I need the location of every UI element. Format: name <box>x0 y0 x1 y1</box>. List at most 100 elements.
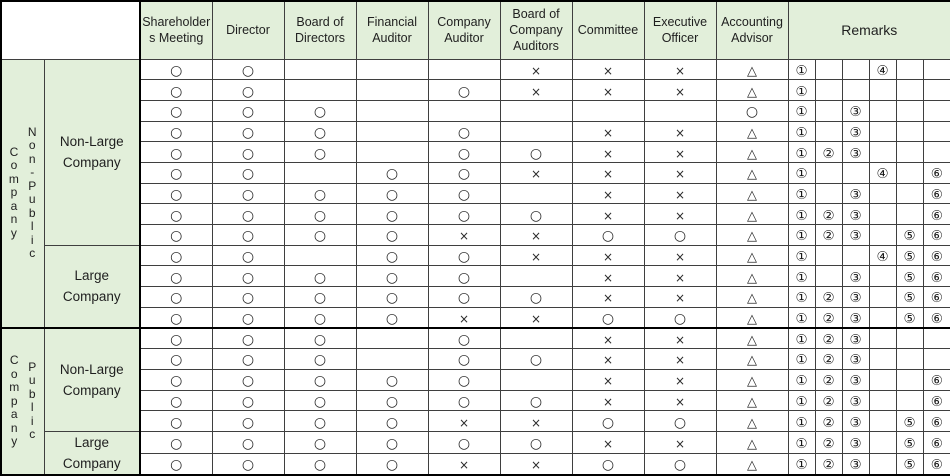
remark-number: ⑤ <box>903 435 916 452</box>
cell-remark-3: ③ <box>841 348 870 370</box>
remark-number: ③ <box>849 310 862 327</box>
symbol-circle: ○ <box>385 310 399 327</box>
symbol-circle: ○ <box>170 104 183 121</box>
cell-director: ○ <box>211 326 285 350</box>
symbol-circle: ○ <box>241 207 255 224</box>
cell-financial-auditor <box>355 348 429 370</box>
cell-company-auditor: ○ <box>427 120 501 143</box>
cell-board-of-directors: ○ <box>283 203 357 225</box>
column-header-board-of-directors: Board of Directors <box>283 0 357 60</box>
remark-number: ⑤ <box>903 269 916 286</box>
cell-remark-3 <box>841 58 870 81</box>
cell-remark-2 <box>814 58 843 81</box>
cell-remark-5 <box>895 99 924 122</box>
remark-number: ① <box>795 228 808 245</box>
cell-remark-5 <box>895 182 924 205</box>
remark-number: ② <box>822 145 835 162</box>
cell-shareholders-meeting: ○ <box>139 182 213 205</box>
cell-executive-officer <box>643 99 717 122</box>
cell-shareholders-meeting: ○ <box>139 161 213 184</box>
cell-shareholders-meeting: ○ <box>139 224 213 246</box>
table-row: ○ ○ ○ ○ ○ ○ × × △ ① ② ③ ⑥ <box>1 389 950 412</box>
cell-board-of-directors: ○ <box>283 120 357 143</box>
cell-remark-4 <box>868 306 897 329</box>
cell-remark-1: ① <box>787 306 816 329</box>
cell-committee: × <box>571 265 645 288</box>
cell-remark-1: ① <box>787 265 816 288</box>
cell-remark-4 <box>868 410 897 432</box>
cell-accounting-advisor: △ <box>715 389 789 412</box>
cell-financial-auditor: ○ <box>355 368 429 391</box>
cell-board-of-company-auditors: ○ <box>499 286 573 308</box>
cell-committee: × <box>571 141 645 163</box>
symbol-cross: × <box>530 167 542 182</box>
cell-remark-1: ① <box>787 326 816 350</box>
cell-shareholders-meeting: ○ <box>139 452 213 476</box>
cell-accounting-advisor: △ <box>715 348 789 370</box>
table-row: ○ ○ ○ ○ × × ○ ○ △ ① ② ③ ⑤ ⑥ <box>1 306 950 329</box>
symbol-cross: × <box>602 394 614 409</box>
symbol-circle: ○ <box>170 373 183 390</box>
symbol-circle: ○ <box>385 269 399 286</box>
remark-number: ① <box>795 62 808 79</box>
table-row: C o m p a n y N o n - P u b l i c Non-Larg… <box>0 58 950 329</box>
remark-number: ⑤ <box>903 290 916 307</box>
vertical-label: N o n - P u b l i c <box>27 124 37 261</box>
symbol-circle: ○ <box>170 228 183 245</box>
remark-number: ② <box>822 207 835 224</box>
cell-shareholders-meeting: ○ <box>139 410 213 432</box>
cell-remark-5: ⑤ <box>895 452 924 476</box>
cell-shareholders-meeting: ○ <box>139 141 213 163</box>
cell-remark-3: ③ <box>841 306 870 329</box>
symbol-triangle: △ <box>747 353 757 369</box>
symbol-cross: × <box>674 270 686 285</box>
cell-remark-3: ③ <box>841 326 870 350</box>
cell-board-of-directors: ○ <box>283 326 357 350</box>
cell-director: ○ <box>211 306 285 329</box>
symbol-circle: ○ <box>385 166 399 183</box>
cell-committee: × <box>571 286 645 308</box>
symbol-circle: ○ <box>673 228 687 245</box>
cell-remark-4 <box>868 265 897 288</box>
cell-accounting-advisor: ○ <box>715 99 789 122</box>
symbol-circle: ○ <box>170 352 183 369</box>
cell-board-of-company-auditors: × <box>499 244 573 267</box>
cell-committee: ○ <box>571 224 645 246</box>
cell-committee: × <box>571 326 645 350</box>
cell-remark-5 <box>895 203 924 225</box>
symbol-circle: ○ <box>170 249 183 266</box>
cell-remark-4 <box>868 368 897 391</box>
symbol-circle: ○ <box>457 145 471 162</box>
cell-remark-4 <box>868 286 897 308</box>
cell-remark-4 <box>868 203 897 225</box>
cell-remark-3: ③ <box>841 99 870 122</box>
remark-number: ⑤ <box>903 310 916 327</box>
cell-committee: × <box>571 203 645 225</box>
cell-remark-1: ① <box>787 286 816 308</box>
remark-number: ⑤ <box>903 249 916 266</box>
remark-number: ① <box>795 457 808 474</box>
table-row: ○ ○ ○ ○ × × ○ ○ △ ① ② ③ ⑤ ⑥ <box>1 410 950 432</box>
cell-board-of-company-auditors: × <box>499 410 573 432</box>
symbol-circle: ○ <box>241 373 255 390</box>
symbol-circle: ○ <box>385 228 399 245</box>
remark-number: ① <box>795 186 808 203</box>
cell-director: ○ <box>211 430 285 454</box>
cell-committee: × <box>571 368 645 391</box>
symbol-circle: ○ <box>385 373 399 390</box>
cell-remark-6 <box>922 79 950 101</box>
corner-cell <box>0 0 141 60</box>
table-row: ○ ○ ○ ○ ○ × × △ ① ② ③ ⑥ <box>1 368 950 391</box>
cell-remark-2: ② <box>814 203 843 225</box>
cell-executive-officer: ○ <box>643 306 717 329</box>
table-row: ○ ○ ○ ○ ○ ○ × × △ ① ② ③ ⑥ <box>1 203 950 225</box>
symbol-circle: ○ <box>241 457 255 474</box>
symbol-circle: ○ <box>241 269 255 286</box>
cell-committee: ○ <box>571 410 645 432</box>
cell-committee: ○ <box>571 306 645 329</box>
cell-accounting-advisor: △ <box>715 203 789 225</box>
symbol-circle: ○ <box>385 249 399 266</box>
symbol-circle: ○ <box>170 435 183 452</box>
cell-remark-3: ③ <box>841 430 870 454</box>
